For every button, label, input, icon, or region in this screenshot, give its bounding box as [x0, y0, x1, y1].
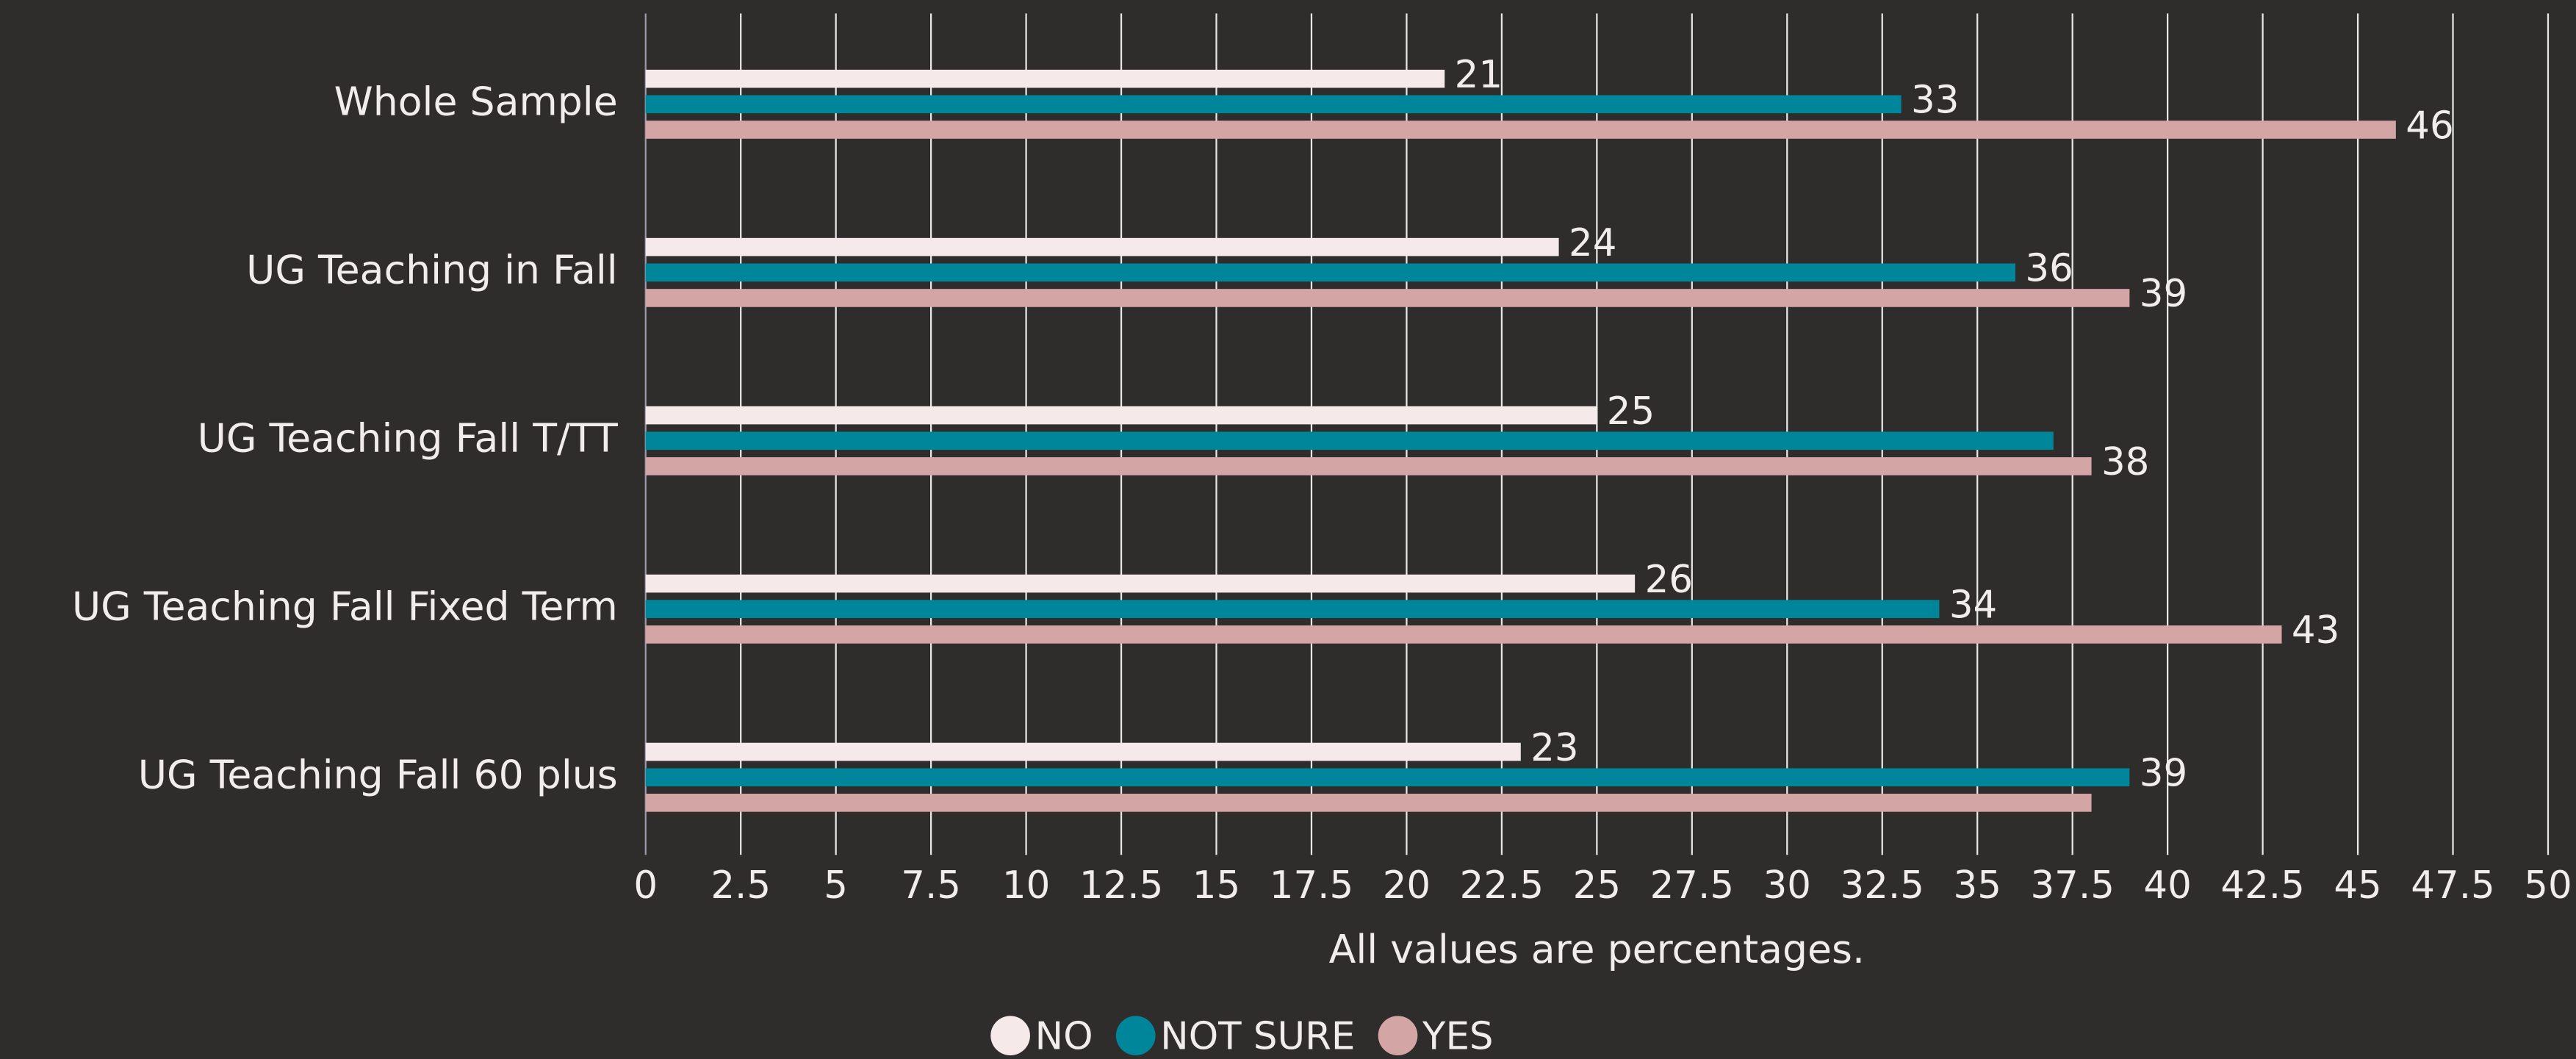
x-axis-label: All values are percentages.	[1329, 926, 1865, 972]
x-tick-label: 5	[824, 864, 848, 908]
bar	[645, 768, 2130, 786]
x-tick-label: 2.5	[710, 864, 771, 908]
legend-label: YES	[1422, 1015, 1494, 1059]
data-label: 23	[1530, 726, 1578, 770]
legend-swatch	[990, 1016, 1030, 1056]
data-label: 36	[2025, 247, 2073, 291]
bar	[645, 95, 1902, 114]
legend-swatch	[1115, 1016, 1156, 1056]
y-tick-label: UG Teaching Fall 60 plus	[138, 751, 618, 797]
data-label: 34	[1949, 583, 1997, 627]
x-tick-label: 27.5	[1650, 864, 1734, 908]
bar	[645, 289, 2130, 307]
bar	[645, 431, 2054, 450]
x-tick-label: 10	[1002, 864, 1050, 908]
data-label: 43	[2292, 609, 2339, 653]
data-label: 21	[1455, 53, 1503, 97]
x-tick-label: 35	[1954, 864, 2001, 908]
x-tick-label: 50	[2524, 864, 2572, 908]
bar	[645, 457, 2092, 475]
x-tick-label: 22.5	[1460, 864, 1544, 908]
bar	[645, 742, 1521, 761]
bar	[645, 263, 2015, 282]
x-tick-label: 45	[2334, 864, 2381, 908]
x-tick-label: 32.5	[1841, 864, 1924, 908]
data-label: 38	[2101, 440, 2149, 484]
legend-label: NOT SURE	[1160, 1015, 1355, 1059]
bar	[645, 69, 1445, 88]
y-tick-label: UG Teaching in Fall	[246, 246, 618, 292]
bar	[645, 237, 1559, 256]
data-label: 26	[1645, 558, 1693, 602]
data-label: 39	[2140, 751, 2187, 795]
bar	[645, 600, 1940, 619]
bar	[645, 121, 2396, 139]
x-tick-label: 42.5	[2220, 864, 2304, 908]
bar	[645, 574, 1636, 593]
legend-label: NO	[1035, 1015, 1093, 1059]
x-tick-label: 25	[1573, 864, 1621, 908]
bar	[645, 625, 2282, 644]
data-label: 33	[1911, 79, 1959, 123]
data-label: 24	[1569, 221, 1616, 265]
x-tick-label: 7.5	[901, 864, 961, 908]
data-label: 46	[2406, 104, 2453, 148]
x-tick-label: 40	[2143, 864, 2191, 908]
bar	[645, 794, 2092, 812]
x-tick-label: 20	[1383, 864, 1431, 908]
data-label: 25	[1607, 390, 1655, 434]
legend-swatch	[1378, 1016, 1418, 1056]
y-tick-label: UG Teaching Fall T/TT	[198, 414, 618, 461]
bar	[645, 406, 1597, 425]
x-tick-label: 15	[1192, 864, 1240, 908]
x-tick-label: 0	[633, 864, 658, 908]
x-tick-label: 12.5	[1079, 864, 1163, 908]
data-label: 39	[2140, 272, 2187, 316]
x-tick-label: 47.5	[2411, 864, 2494, 908]
x-tick-label: 37.5	[2030, 864, 2114, 908]
x-tick-label: 30	[1763, 864, 1811, 908]
y-tick-label: UG Teaching Fall Fixed Term	[72, 583, 618, 629]
x-tick-label: 17.5	[1270, 864, 1353, 908]
y-tick-label: Whole Sample	[334, 78, 618, 124]
